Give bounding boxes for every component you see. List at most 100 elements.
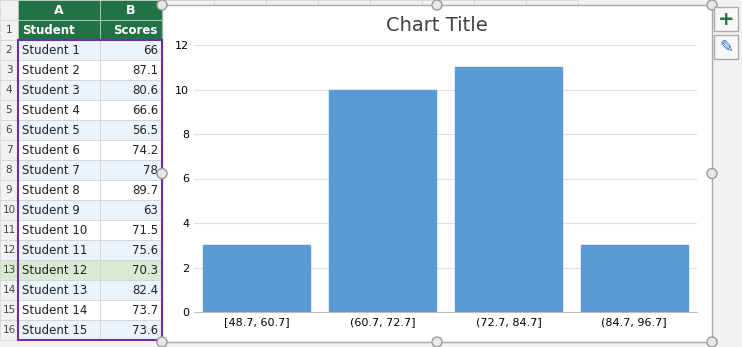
Bar — [266, 0, 318, 20]
Text: 12: 12 — [2, 245, 16, 255]
Text: Student 8: Student 8 — [22, 184, 79, 196]
Text: Student 15: Student 15 — [22, 323, 88, 337]
Text: 10: 10 — [2, 205, 16, 215]
Bar — [422, 180, 474, 200]
Bar — [370, 100, 422, 120]
Bar — [214, 120, 266, 140]
Bar — [0, 120, 18, 140]
Bar — [370, 120, 422, 140]
Bar — [318, 80, 370, 100]
Bar — [370, 40, 422, 60]
Text: 5: 5 — [6, 105, 13, 115]
Bar — [18, 60, 100, 80]
Bar — [18, 180, 100, 200]
Bar — [370, 200, 422, 220]
Bar — [0, 140, 18, 160]
Bar — [266, 120, 318, 140]
Bar — [474, 300, 526, 320]
Bar — [100, 80, 162, 100]
Text: Chart Title: Chart Title — [386, 16, 488, 34]
Bar — [318, 220, 370, 240]
Bar — [214, 80, 266, 100]
Text: F: F — [289, 3, 295, 17]
Bar — [162, 300, 214, 320]
Bar — [214, 0, 266, 20]
Bar — [162, 240, 214, 260]
Bar — [474, 100, 526, 120]
Bar — [526, 40, 578, 60]
Circle shape — [707, 169, 717, 178]
Bar — [0, 200, 18, 220]
Bar — [18, 40, 162, 340]
Bar — [162, 0, 214, 20]
Text: 8: 8 — [6, 165, 13, 175]
Bar — [474, 260, 526, 280]
Bar — [318, 200, 370, 220]
Bar — [474, 220, 526, 240]
Bar — [578, 40, 630, 60]
Bar — [203, 245, 310, 312]
Bar — [422, 160, 474, 180]
Bar — [318, 0, 370, 20]
Bar — [474, 320, 526, 340]
Bar — [0, 160, 18, 180]
Bar — [214, 300, 266, 320]
Bar — [370, 20, 422, 40]
Text: 63: 63 — [143, 203, 158, 217]
Bar — [0, 180, 18, 200]
Text: Student 13: Student 13 — [22, 283, 88, 296]
Bar — [581, 245, 688, 312]
Text: 16: 16 — [2, 325, 16, 335]
Bar — [578, 300, 630, 320]
Bar — [266, 80, 318, 100]
Bar — [578, 100, 630, 120]
Bar — [474, 160, 526, 180]
Bar — [0, 60, 18, 80]
Bar — [162, 320, 214, 340]
Bar — [100, 0, 162, 20]
Bar — [318, 280, 370, 300]
Bar — [0, 300, 18, 320]
Text: 66: 66 — [143, 43, 158, 57]
Bar — [266, 240, 318, 260]
Bar — [526, 300, 578, 320]
Text: 15: 15 — [2, 305, 16, 315]
Bar — [100, 60, 162, 80]
Bar — [0, 40, 18, 60]
Text: 87.1: 87.1 — [132, 64, 158, 76]
Bar — [526, 220, 578, 240]
Bar — [162, 60, 214, 80]
Bar — [455, 67, 562, 312]
Text: A: A — [54, 3, 64, 17]
Bar — [0, 0, 18, 20]
Bar — [266, 160, 318, 180]
Bar — [474, 40, 526, 60]
Bar — [318, 100, 370, 120]
Text: Student 6: Student 6 — [22, 144, 80, 156]
Bar — [526, 140, 578, 160]
Text: Student 1: Student 1 — [22, 43, 80, 57]
Bar — [214, 320, 266, 340]
Bar — [214, 240, 266, 260]
Bar — [578, 200, 630, 220]
Bar — [370, 240, 422, 260]
Bar — [370, 260, 422, 280]
Bar — [0, 260, 18, 280]
Bar — [318, 60, 370, 80]
Text: Student 4: Student 4 — [22, 103, 80, 117]
Bar — [318, 20, 370, 40]
Bar — [422, 140, 474, 160]
Bar — [100, 300, 162, 320]
Bar — [422, 240, 474, 260]
Bar — [0, 240, 18, 260]
Bar — [214, 220, 266, 240]
Bar — [162, 20, 214, 40]
Text: Student: Student — [22, 24, 75, 36]
Bar — [0, 320, 18, 340]
Bar — [370, 220, 422, 240]
Bar — [162, 220, 214, 240]
Bar — [214, 100, 266, 120]
Text: Student 14: Student 14 — [22, 304, 88, 316]
Circle shape — [432, 337, 442, 347]
Text: 14: 14 — [2, 285, 16, 295]
